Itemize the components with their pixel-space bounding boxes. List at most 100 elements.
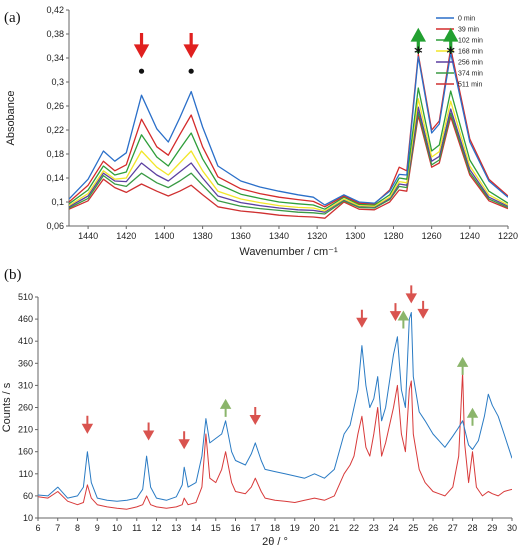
chart-1-y-tick-label: 510: [18, 292, 33, 302]
chart-0-annotation-star-6: *: [414, 43, 423, 62]
chart-0-legend-label-5: 374 min: [458, 71, 483, 78]
chart-0-series-6-line: [69, 114, 508, 219]
chart-1-x-tick-label: 28: [467, 523, 477, 533]
chart-1-annotation-arrow-11: [466, 407, 479, 426]
chart-1-annotation-arrow-0: [81, 415, 94, 434]
chart-1-annotation-arrow-1: [142, 422, 155, 441]
chart-0-y-axis-label: Absobance: [5, 90, 17, 145]
chart-1-x-tick-label: 15: [211, 523, 221, 533]
chart-1-annotation-arrow-4: [249, 406, 261, 425]
chart-1-y-tick-label: 160: [18, 447, 33, 457]
chart-1-annotation-arrow-10: [456, 356, 469, 375]
chart-0-y-tick-label: 0,22: [46, 125, 64, 135]
chart-0-series-2-line: [69, 87, 508, 210]
chart-0-x-tick-label: 1340: [269, 231, 289, 241]
chart-1-x-tick-label: 9: [95, 523, 100, 533]
chart-0-x-tick-label: 1440: [78, 231, 98, 241]
chart-1-x-tick-label: 16: [230, 523, 240, 533]
chart-0-y-tick-label: 0,38: [46, 29, 64, 39]
chart-1-x-tick-label: 23: [369, 523, 379, 533]
chart-1-x-tick-label: 12: [151, 523, 161, 533]
chart-0-x-tick-label: 1220: [498, 231, 518, 241]
chart-0-y-tick-label: 0,42: [46, 5, 64, 15]
chart-0-x-axis-label: Wavenumber / cm⁻¹: [239, 246, 338, 258]
chart-1-annotation-arrow-2: [178, 431, 190, 450]
chart-0-legend-label-6: 511 min: [458, 82, 482, 89]
chart-0-annotation-arrow-4: [410, 27, 427, 53]
chart-1-x-axis-label: 2θ / °: [262, 536, 288, 548]
chart-1-series-0-line: [38, 312, 512, 502]
chart-0-x-tick-label: 1300: [345, 231, 365, 241]
chart-0-y-tick-label: 0,3: [51, 77, 64, 87]
chart-0-series-3-line: [69, 98, 508, 212]
chart-0-x-tick-label: 1260: [422, 231, 442, 241]
chart-1-x-tick-label: 25: [408, 523, 418, 533]
chart-0-series-4-line: [69, 106, 508, 213]
chart-1-x-tick-label: 22: [349, 523, 359, 533]
chart-1-x-tick-label: 18: [270, 523, 280, 533]
chart-1-x-tick-label: 17: [250, 523, 260, 533]
chart-1-x-tick-label: 13: [171, 523, 181, 533]
chart-1-x-tick-label: 20: [309, 523, 319, 533]
chart-1-annotation-arrow-6: [389, 303, 402, 322]
chart-0-y-tick-label: 0,34: [46, 53, 64, 63]
chart-0-x-tick-label: 1280: [383, 231, 403, 241]
chart-0-y-tick-label: 0,06: [46, 221, 64, 231]
chart-1-x-tick-label: 14: [191, 523, 201, 533]
chart-1-y-tick-label: 210: [18, 425, 33, 435]
chart-1-annotation-arrow-7: [397, 310, 410, 329]
chart-0-panel-label: (a): [4, 10, 21, 26]
chart-1-annotation-arrow-3: [219, 398, 232, 417]
chart-0-annotation-arrow-0: [133, 33, 150, 59]
chart-1-x-tick-label: 27: [448, 523, 458, 533]
chart-0-x-tick-label: 1400: [154, 231, 174, 241]
chart-1-series-1-line: [38, 371, 512, 510]
chart-0-x-tick-label: 1420: [116, 231, 136, 241]
chart-1-y-axis-label: Counts / s: [1, 382, 13, 432]
chart-1-y-tick-label: 460: [18, 314, 33, 324]
chart-1-annotation-arrow-9: [417, 300, 429, 319]
chart-0-annotation-arrow-1: [183, 33, 199, 59]
chart-0-annotation-dot-2: [138, 68, 145, 74]
chart-1-panel-label: (b): [4, 267, 22, 283]
chart-1-x-tick-label: 10: [112, 523, 122, 533]
chart-0-y-tick-label: 0,1: [51, 197, 64, 207]
chart-0-y-tick-label: 0,18: [46, 149, 64, 159]
chart-0-legend-label-4: 256 min: [458, 60, 483, 67]
chart-0-series-0-line: [69, 52, 508, 206]
chart-0-legend-label-3: 168 min: [458, 49, 483, 56]
chart-0-x-tick-label: 1380: [193, 231, 213, 241]
chart-1-y-tick-label: 60: [23, 491, 33, 501]
chart-1-y-tick-label: 110: [19, 469, 33, 479]
chart-1-annotation-arrow-8: [405, 285, 417, 304]
chart-0-x-tick-label: 1360: [231, 231, 251, 241]
chart-1-x-tick-label: 29: [487, 523, 497, 533]
chart-1-y-tick-label: 360: [18, 358, 33, 368]
chart-0-series-5-line: [69, 111, 508, 215]
chart-1-x-tick-label: 8: [75, 523, 80, 533]
chart-1-x-tick-label: 30: [507, 523, 517, 533]
chart-1-x-tick-label: 11: [132, 523, 141, 533]
chart-0-legend-label-2: 102 min: [458, 38, 483, 45]
chart-0-x-tick-label: 1240: [460, 231, 480, 241]
chart-0-annotation-arrow-5: [443, 27, 459, 53]
chart-0-annotation-dot-3: [188, 68, 194, 74]
chart-1-x-tick-label: 26: [428, 523, 438, 533]
chart-0-annotation-star-7: *: [447, 43, 456, 62]
chart-0-y-tick-label: 0,14: [46, 173, 64, 183]
chart-0-legend-label-1: 39 min: [458, 27, 479, 34]
chart-0-series-1-line: [69, 47, 508, 208]
chart-1-annotation-arrow-5: [356, 309, 368, 328]
chart-0-x-tick-label: 1320: [307, 231, 327, 241]
chart-0-y-tick-label: 0,26: [46, 101, 64, 111]
chart-0-legend-label-0: 0 min: [458, 16, 475, 23]
chart-1-x-tick-label: 24: [388, 523, 398, 533]
chart-1-y-tick-label: 310: [18, 380, 33, 390]
chart-1-x-tick-label: 21: [329, 523, 339, 533]
chart-1-x-tick-label: 6: [35, 523, 40, 533]
chart-1-y-tick-label: 410: [18, 336, 33, 346]
chart-1-y-tick-label: 10: [23, 513, 33, 523]
chart-1-x-tick-label: 19: [290, 523, 300, 533]
